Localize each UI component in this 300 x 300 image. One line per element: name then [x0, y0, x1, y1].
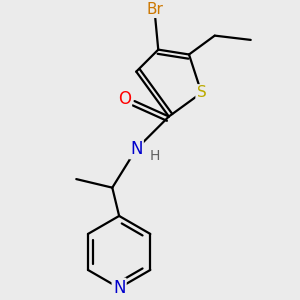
Text: N: N	[113, 279, 125, 297]
Text: Br: Br	[146, 2, 163, 17]
Text: O: O	[118, 90, 131, 108]
Text: N: N	[130, 140, 142, 158]
Text: S: S	[196, 85, 206, 100]
Text: H: H	[150, 149, 160, 163]
